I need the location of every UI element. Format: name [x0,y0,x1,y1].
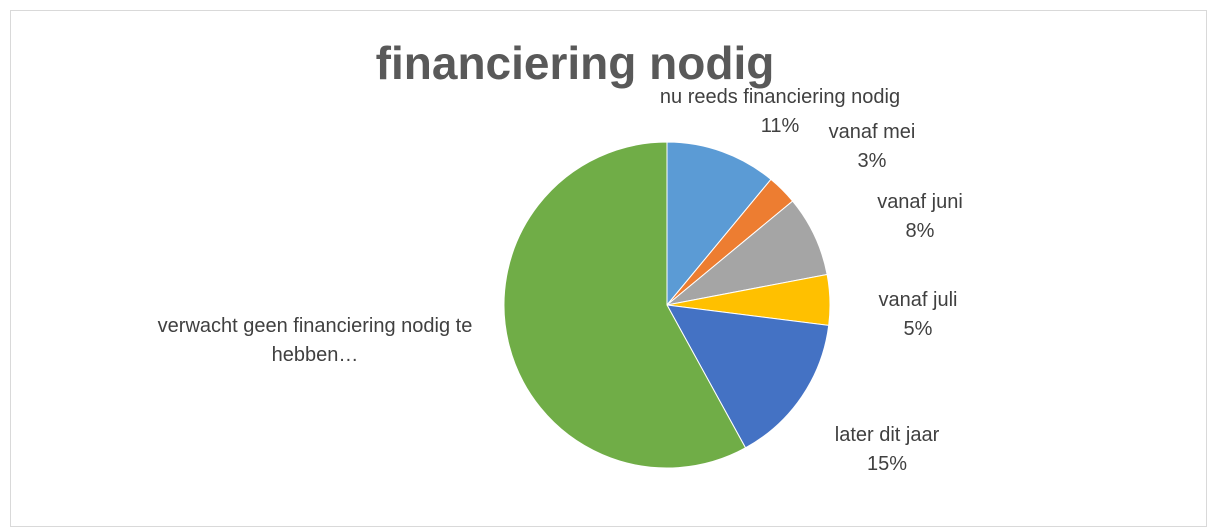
data-label: verwacht geen financiering nodig te hebb… [150,312,480,370]
data-label: later dit jaar 15% [835,421,940,479]
pie-slice [666,141,772,307]
category-label: verwacht geen financiering nodig te hebb… [157,315,473,366]
pie-slice [666,304,830,449]
category-label: vanaf mei [828,121,916,143]
category-label: vanaf juni [877,191,963,213]
value-label: 3% [857,150,887,172]
category-label: vanaf juli [878,289,958,311]
value-label: 15% [866,453,908,475]
chart-frame [10,10,1207,527]
data-label: vanaf juni 8% [877,188,963,246]
chart-title: financiering nodig [375,37,775,89]
value-label: 8% [905,220,935,242]
value-label: 11% [760,115,800,137]
data-label: nu reeds financiering nodig 11% [660,83,900,141]
pie-slice [503,141,747,469]
category-label: later dit jaar [834,424,940,446]
data-label: vanaf mei 3% [829,118,916,176]
category-label: nu reeds financiering nodig [659,86,901,108]
value-label: 5% [903,318,933,340]
data-label: vanaf juli 5% [879,286,958,344]
